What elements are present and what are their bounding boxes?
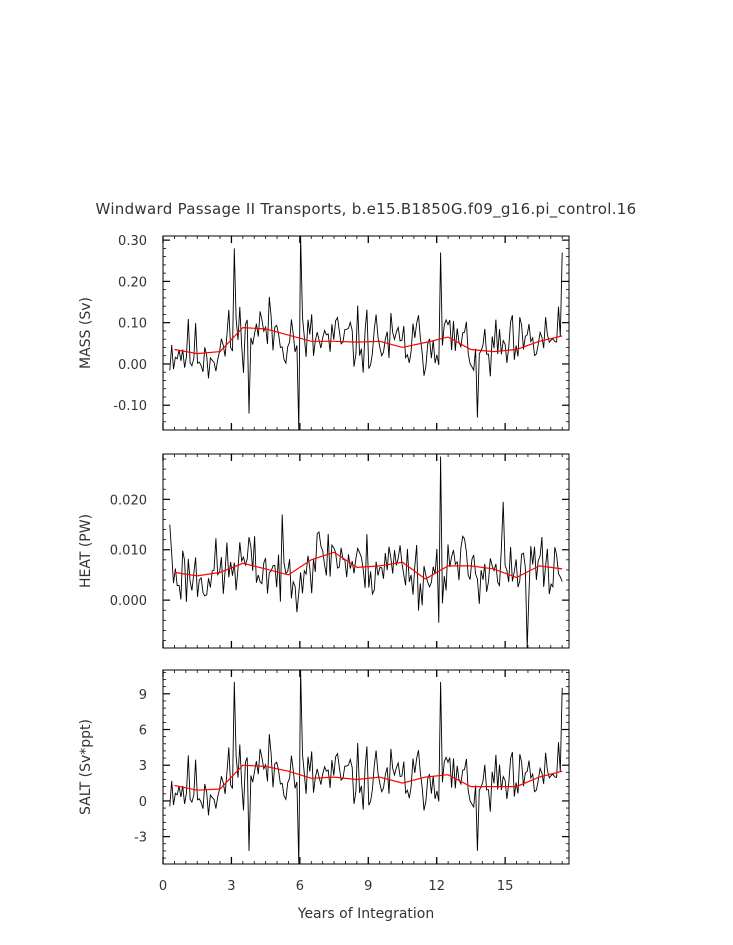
mass-annual-mean-line bbox=[174, 326, 563, 355]
mass-y-tick-label: 0.20 bbox=[118, 275, 147, 290]
x-tick-label: 9 bbox=[364, 879, 372, 894]
salt-y-tick-label: 3 bbox=[139, 759, 147, 774]
salt-annual-mean-line bbox=[174, 764, 563, 791]
mass-y-tick-label: 0.00 bbox=[118, 358, 147, 373]
salt-y-tick-label: 9 bbox=[139, 688, 147, 703]
heat-monthly-series-line bbox=[169, 456, 563, 649]
x-tick-labels: 0 3 6 9 12 15 bbox=[159, 879, 514, 894]
salt-panel: -3 0 3 6 9 bbox=[134, 669, 570, 865]
mass-plot-frame bbox=[162, 235, 570, 431]
heat-y-tick-label: 0.020 bbox=[110, 493, 147, 508]
salt-y-tick-label: -3 bbox=[134, 831, 147, 846]
salt-y-axis-label: SALT (Sv*ppt) bbox=[78, 719, 94, 815]
salt-plot-frame bbox=[162, 669, 570, 865]
x-tick-label: 3 bbox=[227, 879, 235, 894]
mass-y-tick-label: -0.10 bbox=[113, 399, 147, 414]
heat-annual-mean-line bbox=[174, 551, 563, 580]
salt-y-tick-label: 6 bbox=[139, 724, 147, 739]
mass-y-tick-label: 0.30 bbox=[118, 234, 147, 249]
heat-y-tick-label: 0.000 bbox=[110, 594, 147, 609]
heat-panel: 0.000 0.010 0.020 bbox=[110, 453, 570, 649]
mass-monthly-series-line bbox=[169, 235, 563, 431]
x-tick-label: 12 bbox=[428, 879, 445, 894]
heat-y-axis-label: HEAT (PW) bbox=[78, 514, 94, 588]
chart-title: Windward Passage II Transports, b.e15.B1… bbox=[96, 200, 637, 219]
mass-panel: -0.10 0.00 0.10 0.20 0.30 bbox=[113, 234, 570, 431]
heat-plot-frame bbox=[162, 453, 570, 649]
x-tick-label: 0 bbox=[159, 879, 167, 894]
salt-y-tick-label: 0 bbox=[139, 795, 147, 810]
x-tick-label: 15 bbox=[497, 879, 514, 894]
x-tick-label: 6 bbox=[296, 879, 304, 894]
salt-monthly-series-line bbox=[169, 669, 563, 865]
heat-y-tick-label: 0.010 bbox=[110, 544, 147, 559]
mass-y-tick-label: 0.10 bbox=[118, 317, 147, 332]
x-axis-label: Years of Integration bbox=[297, 906, 434, 922]
mass-y-axis-label: MASS (Sv) bbox=[78, 297, 94, 369]
